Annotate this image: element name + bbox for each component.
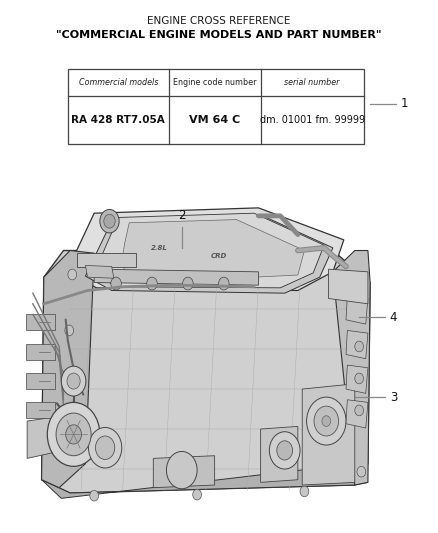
Polygon shape (68, 208, 344, 290)
Text: Engine code number: Engine code number (173, 78, 256, 87)
Bar (26, 344, 55, 360)
Text: 1: 1 (401, 98, 408, 110)
Circle shape (269, 432, 300, 469)
Polygon shape (153, 456, 215, 488)
Circle shape (100, 209, 119, 233)
Circle shape (357, 466, 366, 477)
Circle shape (219, 277, 229, 290)
Text: Commercial models: Commercial models (78, 78, 158, 87)
Polygon shape (94, 213, 324, 288)
Polygon shape (346, 400, 368, 428)
Polygon shape (333, 251, 370, 485)
Polygon shape (42, 251, 370, 493)
Polygon shape (94, 269, 258, 285)
Circle shape (314, 406, 339, 436)
Text: serial number: serial number (284, 78, 340, 87)
Polygon shape (122, 220, 304, 278)
Circle shape (90, 490, 99, 501)
Polygon shape (42, 251, 94, 488)
Polygon shape (346, 296, 368, 324)
Circle shape (104, 214, 115, 228)
Circle shape (111, 277, 121, 290)
Bar (26, 314, 55, 330)
Circle shape (322, 416, 331, 426)
Polygon shape (27, 416, 64, 458)
Circle shape (61, 366, 86, 396)
Polygon shape (302, 384, 355, 485)
Text: ENGINE CROSS REFERENCE: ENGINE CROSS REFERENCE (147, 17, 291, 26)
Polygon shape (85, 265, 114, 278)
Circle shape (67, 373, 80, 389)
Circle shape (147, 277, 157, 290)
Circle shape (88, 427, 122, 468)
Bar (26, 373, 55, 389)
Polygon shape (77, 253, 136, 266)
Text: 3: 3 (390, 391, 397, 403)
Text: 4: 4 (390, 311, 397, 324)
Circle shape (47, 402, 100, 466)
Polygon shape (346, 330, 368, 359)
Circle shape (166, 451, 197, 489)
Text: RA 428 RT7.05A: RA 428 RT7.05A (71, 115, 165, 125)
Polygon shape (328, 269, 368, 304)
Text: VM 64 C: VM 64 C (189, 115, 240, 125)
Text: 2: 2 (178, 209, 186, 222)
Circle shape (66, 425, 81, 444)
Text: dm. 01001 fm. 99999: dm. 01001 fm. 99999 (259, 115, 365, 125)
Circle shape (95, 436, 115, 459)
Circle shape (65, 325, 74, 336)
Circle shape (277, 441, 293, 460)
Text: CRD: CRD (211, 253, 227, 259)
Circle shape (355, 341, 364, 352)
Circle shape (68, 269, 77, 280)
Text: 2.8L: 2.8L (152, 245, 168, 251)
Polygon shape (346, 365, 368, 393)
Circle shape (56, 413, 91, 456)
Bar (26, 402, 55, 418)
Circle shape (307, 397, 346, 445)
Polygon shape (261, 426, 298, 482)
Circle shape (355, 405, 364, 416)
Circle shape (183, 277, 193, 290)
Text: "COMMERCIAL ENGINE MODELS AND PART NUMBER": "COMMERCIAL ENGINE MODELS AND PART NUMBE… (56, 30, 382, 39)
Circle shape (355, 373, 364, 384)
Circle shape (300, 486, 309, 497)
Bar (68, 69, 364, 144)
Polygon shape (42, 464, 368, 498)
Polygon shape (85, 216, 333, 293)
Circle shape (193, 489, 201, 500)
